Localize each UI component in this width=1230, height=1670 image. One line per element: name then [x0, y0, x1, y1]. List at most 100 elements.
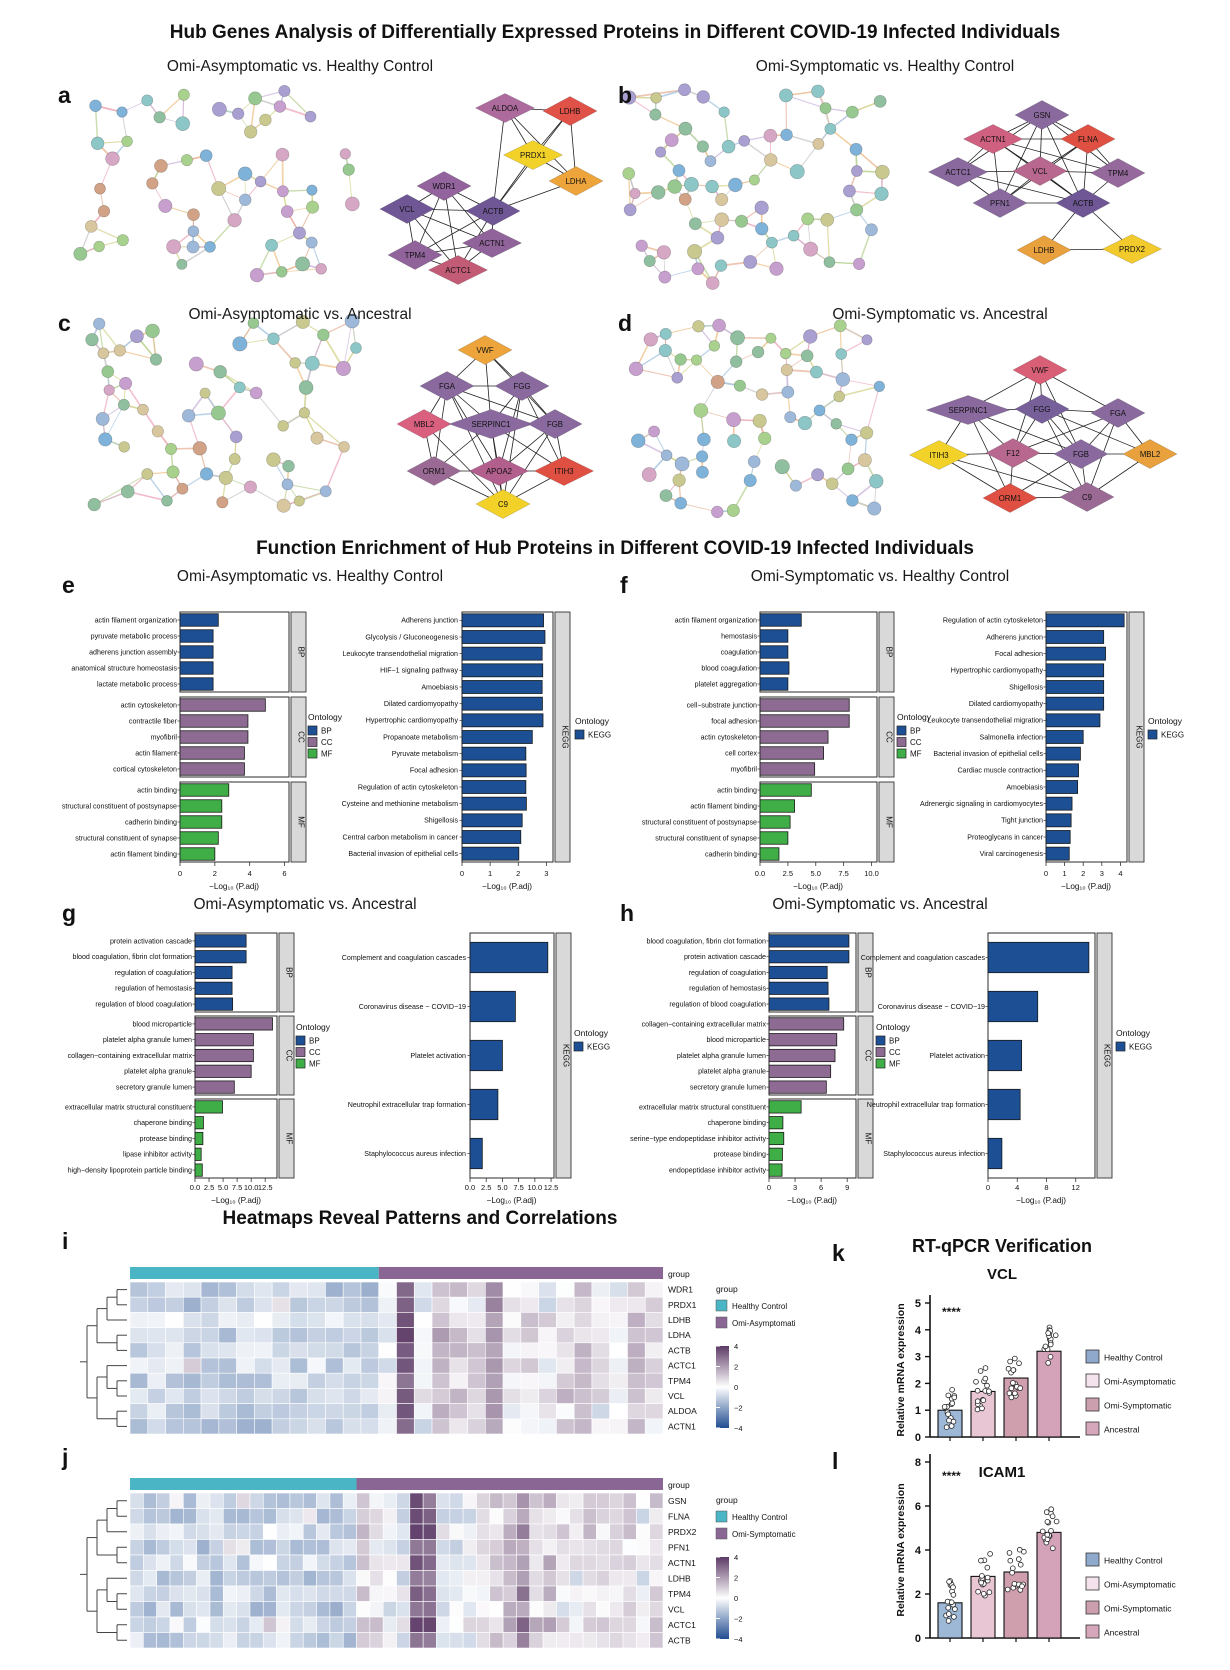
ppi-edge [785, 94, 826, 109]
ppi-node [643, 332, 658, 347]
ppi-node [121, 135, 133, 148]
heatmap-cell [254, 1296, 273, 1313]
data-point [1010, 1380, 1016, 1386]
heatmap-cell [325, 1342, 344, 1359]
heatmap-cell [422, 1554, 437, 1571]
heatmap-cell [271, 1327, 291, 1344]
data-point [974, 1406, 981, 1413]
heatmap-cell [502, 1570, 517, 1587]
ppi-node [623, 203, 637, 217]
heatmap-cell [622, 1570, 637, 1587]
heatmap-cell [276, 1554, 291, 1571]
heatmap-cell [302, 1601, 317, 1618]
heatmap-cell [529, 1632, 544, 1649]
ppi-node [278, 84, 291, 97]
ppi-node [658, 270, 672, 284]
hub-node-label-ACTN1: ACTN1 [980, 135, 1006, 144]
ppi-node [95, 412, 110, 426]
heatmap-cell [596, 1570, 610, 1587]
ppi-node [187, 225, 200, 238]
y-tick-label: 4 [915, 1325, 922, 1337]
heatmap-cell [556, 1632, 571, 1649]
kegg-term-label: Cardiac muscle contraction [957, 767, 1043, 775]
panel-g-letter: g [62, 900, 77, 926]
panel-h-title: Omi-Symptomatic vs. Ancestral [772, 896, 988, 913]
ppi-node [820, 213, 835, 227]
ppi-node [350, 342, 362, 354]
heatmap-cell [520, 1388, 539, 1404]
heatmap-cell [556, 1616, 571, 1633]
data-point [1050, 1545, 1056, 1552]
heatmap-cell [573, 1327, 593, 1344]
qpcr-legend-label: Omi-Asymptomatic [1104, 1377, 1177, 1387]
heatmap-cell [183, 1492, 197, 1509]
heatmap-cell [462, 1601, 477, 1618]
kegg-term-label: Pyruvate metabolism [392, 750, 458, 758]
heatmap-cell [356, 1616, 371, 1633]
go-bar [768, 1116, 784, 1130]
ppi-node [166, 465, 180, 479]
heatmap-cell [485, 1281, 504, 1298]
heatmap-cell [183, 1585, 197, 1602]
heatmap-cell [449, 1327, 468, 1344]
data-point [946, 1417, 952, 1424]
heatmap-cell [307, 1312, 326, 1328]
data-point [1004, 1586, 1011, 1593]
ppi-node [146, 177, 159, 190]
panel-c-string-network [85, 313, 362, 513]
group-bar-label: group [668, 1480, 690, 1490]
panel-a-title: Omi-Asymptomatic vs. Healthy Control [166, 58, 434, 75]
data-point [979, 1573, 985, 1579]
legend-swatch-MF [875, 1058, 886, 1069]
y-tick-label: 3 [915, 1352, 921, 1364]
heatmap-cell [360, 1312, 380, 1328]
ppi-node [738, 135, 751, 147]
go-term-label: protease binding [140, 1135, 193, 1143]
heatmap-cell [200, 1372, 220, 1389]
go-bar [768, 1100, 802, 1114]
y-tick-label: 2 [915, 1378, 921, 1390]
qpcr-legend-swatch [1085, 1421, 1100, 1436]
heatmap-cell [569, 1601, 584, 1618]
heatmap-cell [249, 1570, 264, 1587]
hub-node-PFN1 [972, 188, 1028, 218]
heatmap-cell [502, 1585, 517, 1602]
kegg-term-label: HIF−1 signaling pathway [380, 667, 458, 675]
go-term-label: lactate metabolic process [97, 680, 177, 688]
heatmap-cell [218, 1296, 237, 1313]
heatmap-cell [236, 1570, 251, 1587]
hub-node-label-MBL2: MBL2 [1140, 450, 1160, 459]
heatmap-cell [342, 1616, 357, 1633]
heatmap-cell [289, 1492, 304, 1509]
kegg-bar [1045, 713, 1101, 728]
heatmap-cell [516, 1508, 531, 1525]
heatmap-j: groupGSNFLNAPRDX2PFN1ACTN1LDHBTPM4VCLACT… [80, 1478, 796, 1649]
data-point [1008, 1385, 1015, 1391]
ppi-node [345, 196, 360, 212]
ppi-node [779, 88, 793, 103]
heatmap-cell [183, 1570, 197, 1587]
legend-swatch-KEGG [1147, 729, 1158, 740]
legend-item-label: MF [889, 1060, 901, 1069]
heatmap-cell [143, 1632, 157, 1649]
kegg-bar [461, 696, 543, 711]
heatmap-cell [413, 1418, 433, 1435]
data-point [984, 1574, 991, 1581]
heatmap-cell [165, 1403, 184, 1420]
heatmap-cell [467, 1357, 486, 1374]
legend-item-label: CC [309, 1048, 321, 1057]
heatmap-cell [467, 1388, 486, 1404]
hub-node-VWF [457, 335, 513, 365]
data-point [949, 1400, 956, 1406]
hub-node-GSN [1014, 100, 1070, 130]
heatmap-cell [302, 1492, 317, 1509]
heatmap-cell [502, 1296, 522, 1313]
axis-tick-label: 0 [1044, 869, 1048, 878]
go-bar [179, 645, 214, 659]
ppi-node [690, 354, 703, 366]
legend-item-label: MF [321, 750, 333, 759]
heatmap-cell [462, 1539, 477, 1556]
heatmap-cell [449, 1357, 468, 1374]
heatmap-cell [129, 1554, 144, 1571]
kegg-bar [461, 713, 544, 728]
